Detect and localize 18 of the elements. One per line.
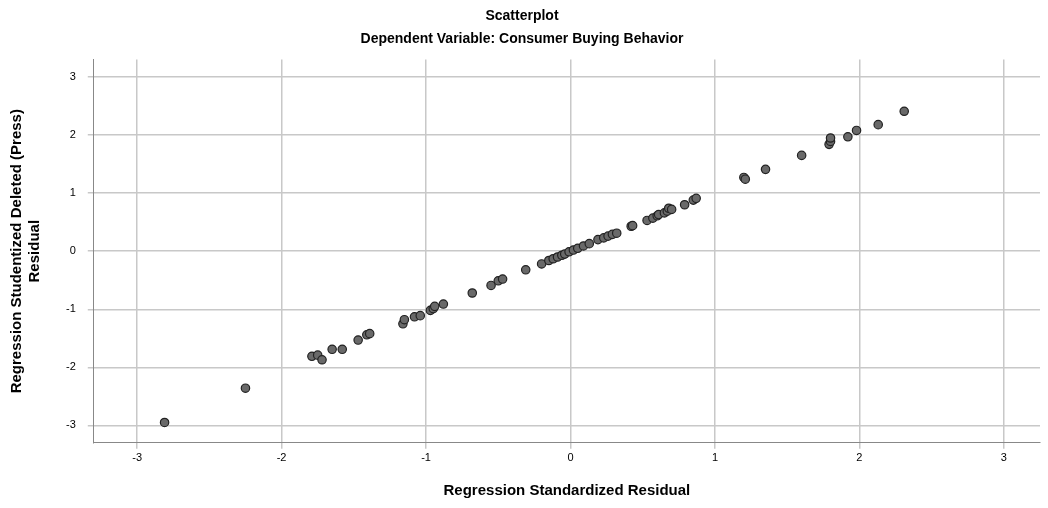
y-tick-label: -1 bbox=[66, 302, 76, 315]
y-tick-label: -2 bbox=[66, 360, 76, 373]
x-tick-label: -1 bbox=[421, 451, 431, 464]
y-tick-label: 0 bbox=[69, 244, 76, 257]
x-tick-label: 1 bbox=[711, 451, 719, 464]
y-tick-label: -3 bbox=[66, 418, 76, 431]
y-tick-label: 3 bbox=[69, 70, 76, 83]
chart-title: Scatterplot bbox=[485, 7, 559, 24]
x-tick-label: -2 bbox=[276, 451, 287, 464]
x-tick-label: 2 bbox=[856, 451, 863, 464]
x-axis-title: Regression Standardized Residual bbox=[443, 481, 691, 499]
chart-subtitle: Dependent Variable: Consumer Buying Behavior bbox=[360, 30, 684, 47]
x-tick-label: 3 bbox=[1000, 451, 1007, 464]
y-tick-label: 1 bbox=[69, 186, 76, 199]
x-tick-label: 0 bbox=[567, 451, 574, 464]
x-tick-label: -3 bbox=[132, 451, 143, 464]
y-axis-title: Regression Studentized Deleted (Press) Residual bbox=[7, 109, 43, 394]
y-tick-label: 2 bbox=[69, 128, 76, 141]
